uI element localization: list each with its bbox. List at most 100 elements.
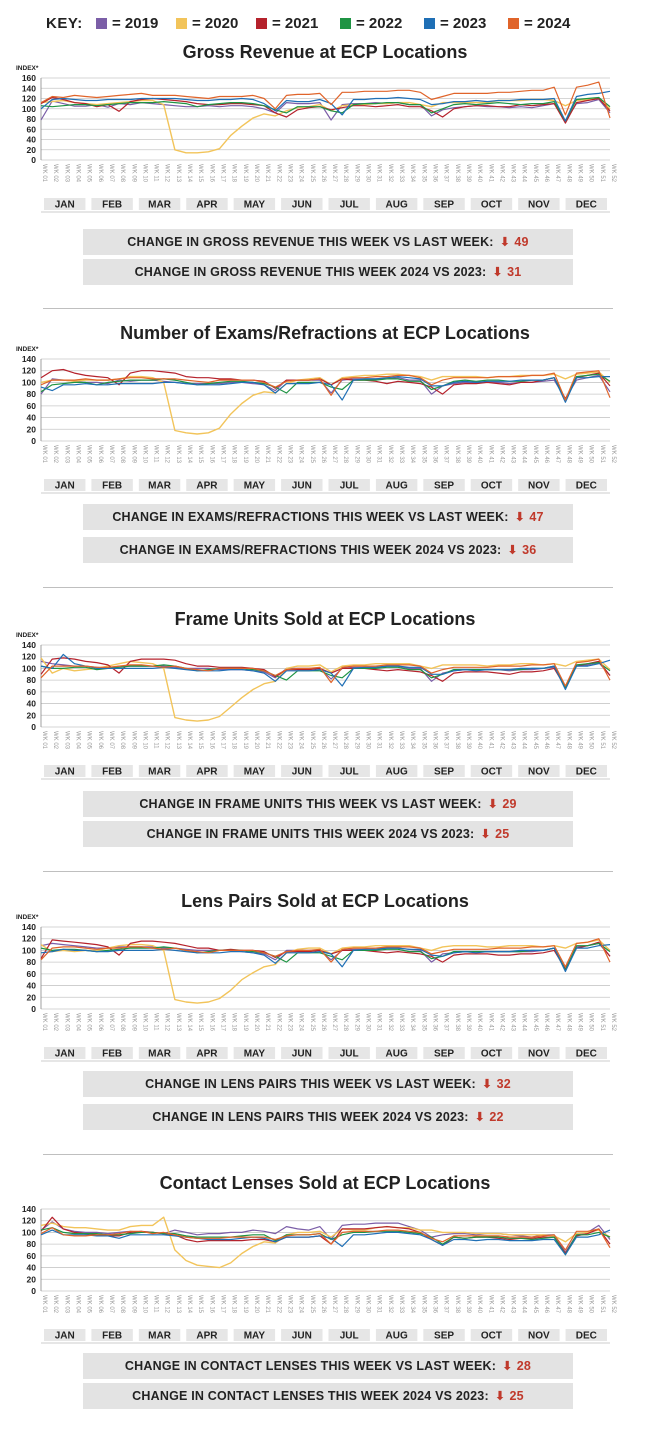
x-tick-label: WK 03: [63, 731, 69, 750]
legend-item-2019: = 2019: [96, 15, 158, 32]
x-tick-label: WK 13: [175, 445, 181, 464]
month-band: [186, 479, 228, 491]
x-tick-label: WK 14: [186, 164, 192, 183]
stat-2024-vs-2023: CHANGE IN EXAMS/REFRACTIONS THIS WEEK 20…: [83, 537, 573, 563]
x-tick-label: WK 35: [420, 1295, 426, 1314]
x-tick-label: WK 39: [465, 445, 471, 464]
month-band: [565, 765, 607, 777]
month-label: JUL: [340, 1331, 359, 1342]
x-tick-label: WK 50: [588, 445, 594, 464]
x-tick-label: WK 04: [74, 1013, 80, 1032]
chart-title: Frame Units Sold at ECP Locations: [174, 609, 476, 629]
x-tick-label: WK 09: [130, 1295, 136, 1314]
x-tick-label: WK 20: [253, 164, 259, 183]
x-tick-label: WK 15: [197, 164, 203, 183]
chart-title: Number of Exams/Refractions at ECP Locat…: [120, 323, 530, 343]
stat-value: 25: [495, 827, 510, 841]
x-tick-label: WK 40: [476, 1295, 482, 1314]
y-tick-label: 80: [27, 675, 37, 685]
month-band: [423, 479, 465, 491]
x-tick-label: WK 09: [130, 164, 136, 183]
month-band: [281, 765, 323, 777]
month-label: JUL: [340, 481, 359, 492]
y-tick-label: 60: [27, 124, 37, 134]
x-tick-label: WK 08: [119, 445, 125, 464]
month-band: [44, 765, 86, 777]
x-tick-label: WK 01: [41, 1013, 47, 1032]
month-label: DEC: [576, 1331, 597, 1342]
x-tick-label: WK 03: [63, 1295, 69, 1314]
x-tick-label: WK 32: [387, 1295, 393, 1314]
stat-label: CHANGE IN LENS PAIRS THIS WEEK VS LAST W…: [145, 1077, 476, 1091]
down-arrow-icon: ⬇: [481, 1077, 493, 1091]
month-label: MAY: [244, 767, 266, 778]
x-tick-label: WK 21: [264, 1295, 270, 1314]
stat-week-vs-last-week: CHANGE IN EXAMS/REFRACTIONS THIS WEEK VS…: [83, 504, 573, 530]
x-tick-label: WK 24: [298, 1013, 304, 1032]
month-band: [44, 1329, 86, 1341]
month-label: JUL: [340, 200, 359, 211]
month-band: [328, 479, 370, 491]
month-label: JAN: [55, 1049, 75, 1060]
y-tick-label: 100: [22, 663, 36, 673]
month-band: [518, 198, 560, 210]
y-tick-label: 0: [31, 436, 36, 446]
month-label: OCT: [481, 1049, 502, 1060]
x-tick-label: WK 31: [376, 731, 382, 750]
x-tick-label: WK 09: [130, 445, 136, 464]
stat-label: CHANGE IN CONTACT LENSES THIS WEEK 2024 …: [132, 1389, 489, 1403]
month-label: AUG: [386, 1049, 408, 1060]
series-line-2020: [40, 1216, 611, 1269]
y-tick-label: 120: [22, 934, 36, 944]
month-label: NOV: [528, 200, 550, 211]
month-label: AUG: [386, 767, 408, 778]
month-label: MAY: [244, 1331, 266, 1342]
x-tick-label: WK 40: [476, 164, 482, 183]
x-tick-label: WK 18: [231, 1295, 237, 1314]
y-tick-label: 60: [27, 401, 37, 411]
series-line-2020: [40, 657, 611, 722]
x-tick-label: WK 51: [599, 1295, 605, 1314]
y-tick-label: 0: [31, 722, 36, 732]
month-band: [328, 765, 370, 777]
x-tick-label: WK 36: [431, 1013, 437, 1032]
x-tick-label: WK 18: [231, 731, 237, 750]
x-tick-label: WK 20: [253, 1013, 259, 1032]
month-band: [233, 198, 276, 210]
x-tick-label: WK 52: [610, 164, 616, 183]
x-tick-label: WK 11: [153, 1295, 159, 1313]
month-label: FEB: [102, 481, 122, 492]
panel-gross-revenue: Gross Revenue at ECP Locations INDEX* 0 20…: [0, 42, 650, 287]
month-band: [565, 1329, 607, 1341]
series-line-2024: [40, 658, 611, 687]
x-tick-label: WK 37: [443, 445, 449, 464]
x-tick-label: WK 22: [275, 731, 281, 750]
x-tick-label: WK 29: [353, 1295, 359, 1314]
stat-label: CHANGE IN FRAME UNITS THIS WEEK VS LAST …: [139, 797, 482, 811]
x-tick-label: WK 26: [320, 1295, 326, 1314]
month-label: SEP: [434, 481, 454, 492]
x-tick-label: WK 12: [164, 1013, 170, 1032]
month-band: [565, 479, 607, 491]
stat-2024-vs-2023: CHANGE IN CONTACT LENSES THIS WEEK 2024 …: [83, 1383, 573, 1409]
x-tick-label: WK 28: [342, 731, 348, 750]
x-tick-label: WK 19: [242, 731, 248, 750]
x-tick-label: WK 41: [487, 445, 493, 464]
x-tick-label: WK 48: [565, 1013, 571, 1032]
x-tick-label: WK 01: [41, 445, 47, 464]
x-tick-label: WK 30: [365, 1295, 371, 1314]
x-tick-label: WK 25: [309, 731, 315, 750]
x-tick-label: WK 01: [41, 1295, 47, 1314]
y-tick-label: 20: [27, 992, 37, 1002]
x-tick-label: WK 04: [74, 731, 80, 750]
month-label: DEC: [576, 200, 597, 211]
month-label: MAR: [148, 767, 172, 778]
x-tick-label: WK 47: [554, 164, 560, 183]
month-label: MAR: [148, 481, 172, 492]
month-label: JUN: [292, 1049, 312, 1060]
x-tick-label: WK 21: [264, 1013, 270, 1032]
x-tick-label: WK 46: [543, 1013, 549, 1032]
month-band: [375, 198, 418, 210]
x-tick-label: WK 25: [309, 164, 315, 183]
x-tick-label: WK 17: [220, 1013, 226, 1032]
